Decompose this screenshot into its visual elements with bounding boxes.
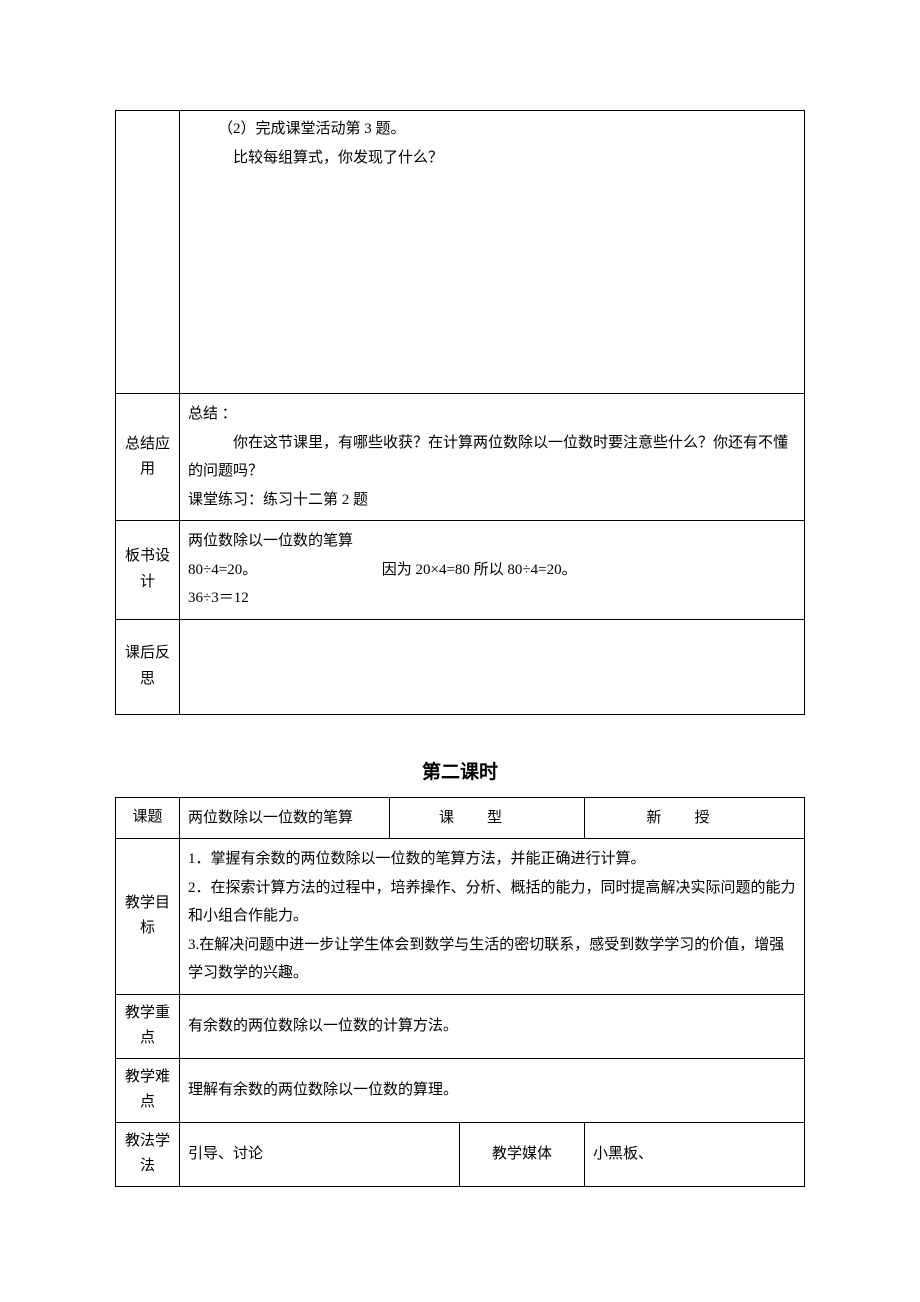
board-line1: 两位数除以一位数的笔算 xyxy=(188,527,796,556)
media-value: 小黑板、 xyxy=(585,1122,805,1186)
media-label: 教学媒体 xyxy=(460,1122,585,1186)
topic-label: 课题 xyxy=(116,797,180,839)
table-row: 课题 两位数除以一位数的笔算 课型 新授 xyxy=(116,797,805,839)
key-value: 有余数的两位数除以一位数的计算方法。 xyxy=(180,994,805,1058)
method-value: 引导、讨论 xyxy=(180,1122,460,1186)
summary-content: 总结 ： 你在这节课里，有哪些收获？在计算两位数除以一位数时要注意些什么？你还有… xyxy=(180,394,805,521)
diff-label: 教学难点 xyxy=(116,1058,180,1122)
board-content: 两位数除以一位数的笔算 80÷4=20。 因为 20×4=80 所以 80÷4=… xyxy=(180,521,805,620)
goals-label: 教学目标 xyxy=(116,839,180,995)
goals-l2: 2．在探索计算方法的过程中，培养操作、分析、概括的能力，同时提高解决实际问题的能… xyxy=(188,874,796,931)
activity-line2: 比较每组算式，你发现了什么？ xyxy=(188,144,796,173)
key-label: 教学重点 xyxy=(116,994,180,1058)
goals-l1: 1．掌握有余数的两位数除以一位数的笔算方法，并能正确进行计算。 xyxy=(188,845,796,874)
board-line2: 80÷4=20。 因为 20×4=80 所以 80÷4=20。 xyxy=(188,556,796,585)
diff-value: 理解有余数的两位数除以一位数的算理。 xyxy=(180,1058,805,1122)
activity-line1: （2）完成课堂活动第 3 题。 xyxy=(188,115,796,144)
lower-table: 课题 两位数除以一位数的笔算 课型 新授 教学目标 1．掌握有余数的两位数除以一… xyxy=(115,797,805,1187)
board-line3: 36÷3＝12 xyxy=(188,584,796,613)
section-title: 第二课时 xyxy=(115,755,805,791)
summary-body: 你在这节课里，有哪些收获？在计算两位数除以一位数时要注意些什么？你还有不懂的问题… xyxy=(188,429,796,486)
table-row: （2）完成课堂活动第 3 题。 比较每组算式，你发现了什么？ xyxy=(116,111,805,394)
table-row: 教法学法 引导、讨论 教学媒体 小黑板、 xyxy=(116,1122,805,1186)
goals-l3: 3.在解决问题中进一步让学生体会到数学与生活的密切联系，感受到数学学习的价值，增… xyxy=(188,931,796,988)
ktype-value: 新授 xyxy=(585,797,805,839)
board-label: 板书设计 xyxy=(116,521,180,620)
table-row: 教学重点 有余数的两位数除以一位数的计算方法。 xyxy=(116,994,805,1058)
method-label: 教法学法 xyxy=(116,1122,180,1186)
table-row: 总结应用 总结 ： 你在这节课里，有哪些收获？在计算两位数除以一位数时要注意些什… xyxy=(116,394,805,521)
topic-value: 两位数除以一位数的笔算 xyxy=(180,797,390,839)
ktype-label: 课型 xyxy=(390,797,585,839)
board-line2b: 因为 20×4=80 所以 80÷4=20。 xyxy=(382,562,577,578)
reflect-label: 课后反思 xyxy=(116,619,180,714)
table-row: 教学难点 理解有余数的两位数除以一位数的算理。 xyxy=(116,1058,805,1122)
activity-content-cell: （2）完成课堂活动第 3 题。 比较每组算式，你发现了什么？ xyxy=(180,111,805,394)
reflect-content xyxy=(180,619,805,714)
summary-heading: 总结 ： xyxy=(188,400,796,429)
table-row: 板书设计 两位数除以一位数的笔算 80÷4=20。 因为 20×4=80 所以 … xyxy=(116,521,805,620)
board-line2a: 80÷4=20。 xyxy=(188,556,378,585)
activity-label-cell xyxy=(116,111,180,394)
table-row: 教学目标 1．掌握有余数的两位数除以一位数的笔算方法，并能正确进行计算。 2．在… xyxy=(116,839,805,995)
upper-table: （2）完成课堂活动第 3 题。 比较每组算式，你发现了什么？ 总结应用 总结 ：… xyxy=(115,110,805,715)
summary-practice: 课堂练习：练习十二第 2 题 xyxy=(188,486,796,515)
goals-content: 1．掌握有余数的两位数除以一位数的笔算方法，并能正确进行计算。 2．在探索计算方… xyxy=(180,839,805,995)
summary-label: 总结应用 xyxy=(116,394,180,521)
table-row: 课后反思 xyxy=(116,619,805,714)
